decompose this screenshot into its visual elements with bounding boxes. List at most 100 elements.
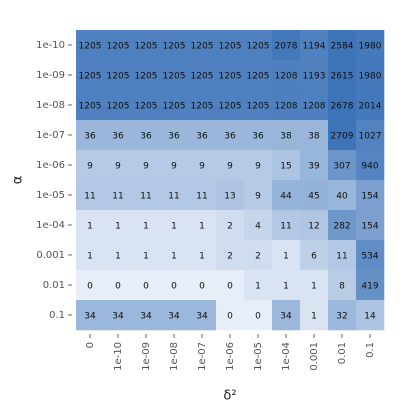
cell-label: 36 (252, 132, 264, 142)
cell-label: 1 (115, 252, 121, 262)
cell-label: 36 (224, 132, 236, 142)
cell-label: 307 (333, 162, 350, 172)
cell-label: 0 (115, 282, 121, 292)
cell (328, 240, 357, 271)
cell-label: 419 (361, 282, 378, 292)
cell-label: 1205 (219, 42, 242, 52)
cell (216, 270, 245, 301)
cell-label: 1 (87, 222, 93, 232)
cell (272, 210, 301, 241)
cell-label: 44 (280, 192, 292, 202)
cell-label: 34 (280, 312, 292, 322)
cell (300, 300, 329, 331)
cell (272, 30, 301, 61)
cell (356, 120, 385, 151)
cell-label: 11 (196, 192, 207, 202)
x-tick-label: 1e-09 (141, 342, 152, 371)
cell (272, 60, 301, 91)
cell (132, 240, 161, 271)
cell-label: 1205 (247, 72, 270, 82)
cell (132, 180, 161, 211)
cell-label: 1205 (135, 102, 158, 112)
cell (104, 210, 133, 241)
cell (76, 300, 105, 331)
cell (76, 180, 105, 211)
cell-label: 1980 (359, 72, 382, 82)
cell (328, 30, 357, 61)
cell-label: 34 (196, 312, 208, 322)
cell-label: 0 (255, 312, 261, 322)
cell (272, 240, 301, 271)
cell (328, 120, 357, 151)
cell (300, 150, 329, 181)
cell-label: 1 (143, 222, 149, 232)
cell (272, 270, 301, 301)
cell (160, 120, 189, 151)
cell-label: 1027 (359, 132, 382, 142)
cell-label: 1205 (191, 42, 214, 52)
cell-label: 36 (84, 132, 96, 142)
cell (132, 90, 161, 121)
cell-label: 40 (336, 192, 348, 202)
cell-label: 1205 (163, 42, 186, 52)
cell (216, 180, 245, 211)
cell (188, 150, 217, 181)
cell (188, 240, 217, 271)
cell (272, 90, 301, 121)
cell-label: 9 (255, 162, 261, 172)
y-tick-label: 1e-08 (36, 100, 65, 111)
cell (76, 120, 105, 151)
cell-label: 1 (199, 222, 205, 232)
cell (104, 300, 133, 331)
x-tick-label: 1e-04 (281, 342, 292, 371)
cell-label: 1205 (79, 72, 102, 82)
cell-label: 1 (87, 252, 93, 262)
cell-label: 38 (280, 132, 292, 142)
cell (76, 60, 105, 91)
cell (356, 270, 385, 301)
cell (132, 300, 161, 331)
cell-label: 14 (364, 312, 376, 322)
cell (244, 270, 273, 301)
cell-label: 1205 (107, 42, 130, 52)
cell (160, 270, 189, 301)
cell (328, 180, 357, 211)
y-axis-title: α (11, 176, 26, 185)
cell (244, 240, 273, 271)
x-tick-label: 0.01 (337, 342, 348, 364)
cell-label: 11 (280, 222, 291, 232)
cell-label: 9 (87, 162, 93, 172)
cell (76, 210, 105, 241)
cell-label: 154 (361, 192, 378, 202)
cell-label: 9 (143, 162, 149, 172)
cell (76, 90, 105, 121)
cell-label: 45 (308, 192, 319, 202)
cell (160, 150, 189, 181)
cell-label: 4 (255, 222, 261, 232)
cell-label: 9 (199, 162, 205, 172)
cell-label: 1 (283, 282, 289, 292)
cell-label: 940 (361, 162, 378, 172)
cell (244, 150, 273, 181)
cell (188, 90, 217, 121)
cell-label: 1 (171, 222, 177, 232)
cell-label: 0 (199, 282, 205, 292)
cell-label: 282 (333, 222, 350, 232)
cell-label: 1 (283, 252, 289, 262)
cell (328, 150, 357, 181)
cell-label: 11 (140, 192, 151, 202)
cell (356, 240, 385, 271)
cell-label: 2 (227, 252, 233, 262)
cell-label: 1205 (191, 72, 214, 82)
cell (356, 150, 385, 181)
cell-label: 36 (168, 132, 180, 142)
cell (104, 60, 133, 91)
cell (356, 300, 385, 331)
cell-label: 34 (168, 312, 180, 322)
cell-label: 1193 (303, 72, 326, 82)
cell-label: 1 (199, 252, 205, 262)
cell (132, 30, 161, 61)
cell-label: 2709 (331, 132, 354, 142)
cell (244, 300, 273, 331)
cell (104, 30, 133, 61)
